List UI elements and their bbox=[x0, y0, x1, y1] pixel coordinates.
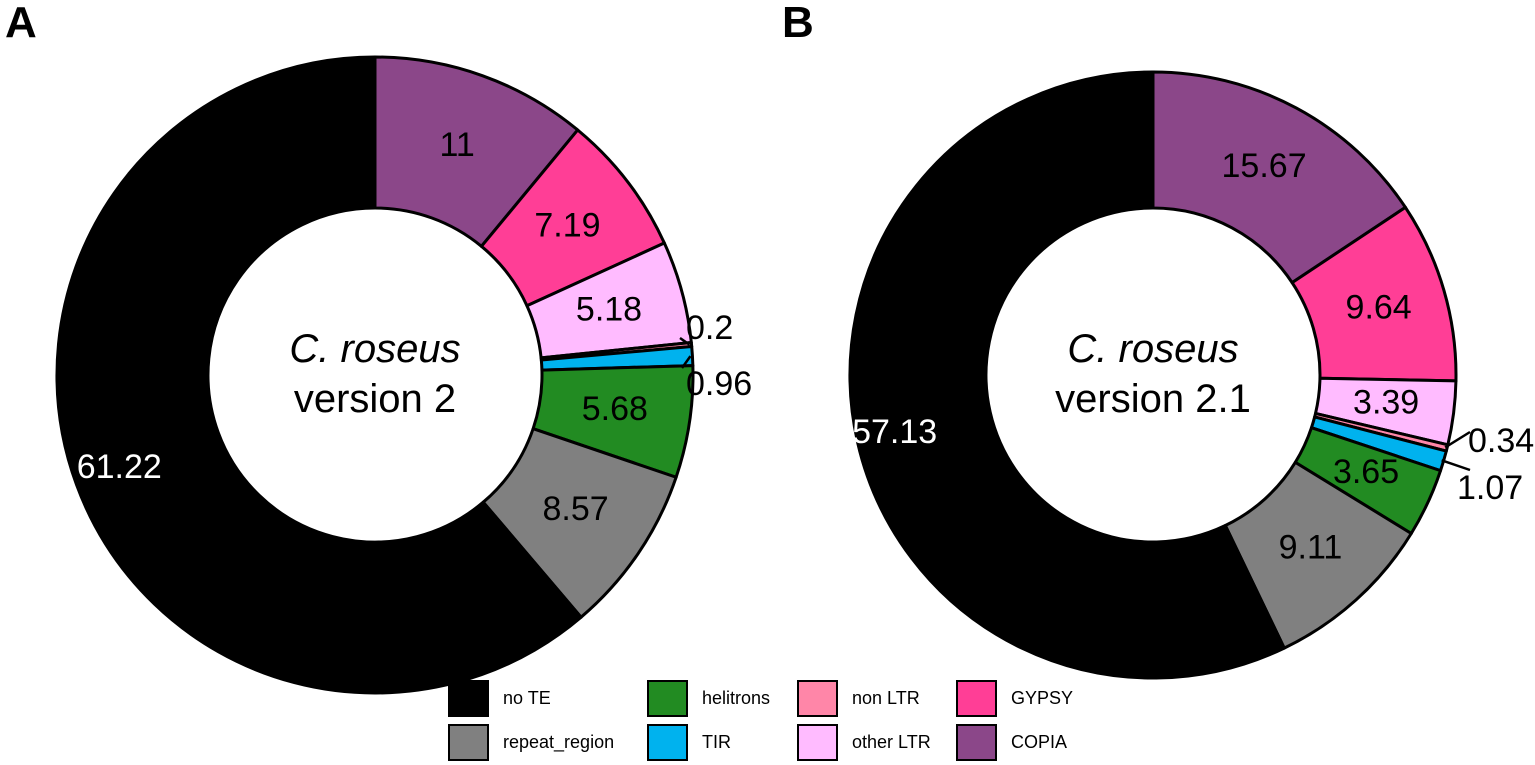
slice-label-tir: 0.96 bbox=[686, 365, 752, 403]
panel-letter-b: B bbox=[782, 0, 814, 47]
center-label-b-version: version 2.1 bbox=[1055, 377, 1251, 421]
legend-swatch-other-ltr bbox=[797, 724, 838, 761]
slice-label-other-ltr: 5.18 bbox=[576, 290, 642, 328]
slice-label-non-ltr: 0.2 bbox=[686, 309, 733, 347]
legend-label-tir: TIR bbox=[702, 732, 731, 752]
legend-label-helitrons: helitrons bbox=[702, 688, 770, 708]
slice-copia bbox=[1151, 70, 1407, 285]
slice-label-gypsy: 7.19 bbox=[534, 207, 600, 245]
panel-letter-a: A bbox=[5, 0, 37, 47]
legend-label-no-te: no TE bbox=[503, 688, 551, 708]
legend-swatch-helitrons bbox=[647, 680, 688, 717]
slice-label-helitrons: 3.65 bbox=[1333, 453, 1399, 491]
donut-b-labels: 15.67 9.64 3.39 0.34 1.07 3.65 9.11 57.13 bbox=[852, 147, 1534, 567]
leader-line-tir bbox=[1441, 459, 1471, 472]
legend-swatch-copia bbox=[956, 724, 997, 761]
legend-label-non-ltr: non LTR bbox=[852, 688, 920, 708]
slice-label-non-ltr: 0.34 bbox=[1468, 422, 1534, 460]
slice-no-te bbox=[848, 70, 1286, 680]
panel-b: B 15.67 9.64 3.39 0.34 1.07 3.65 9.11 57.13 C. … bbox=[782, 0, 1534, 680]
slice-label-helitrons: 5.68 bbox=[582, 390, 648, 428]
legend-label-copia: COPIA bbox=[1011, 732, 1067, 752]
legend-label-other-ltr: other LTR bbox=[852, 732, 931, 752]
slice-label-other-ltr: 3.39 bbox=[1353, 384, 1419, 422]
legend-label-gypsy: GYPSY bbox=[1011, 688, 1073, 708]
slice-label-repeat-region: 8.57 bbox=[543, 490, 609, 528]
leader-line-tir bbox=[680, 355, 692, 369]
slice-label-copia: 15.67 bbox=[1222, 147, 1307, 185]
legend: no TE repeat_region helitrons TIR non LTR oth… bbox=[448, 680, 1073, 761]
legend-swatch-tir bbox=[647, 724, 688, 761]
slice-label-gypsy: 9.64 bbox=[1346, 288, 1412, 326]
donut-b-slices bbox=[848, 70, 1458, 680]
slice-label-copia: 11 bbox=[439, 126, 474, 164]
slice-label-no-te: 61.22 bbox=[77, 448, 162, 486]
slice-label-repeat-region: 9.11 bbox=[1279, 528, 1343, 566]
center-label-b-species: C. roseus bbox=[1067, 327, 1238, 371]
panel-a: A 11 7.19 5.18 0.2 0.96 5.68 8.57 61.22 C. rose… bbox=[5, 0, 752, 695]
legend-swatch-gypsy bbox=[956, 680, 997, 717]
legend-swatch-non-ltr bbox=[797, 680, 838, 717]
donut-a-slices bbox=[55, 55, 695, 695]
legend-label-repeat-region: repeat_region bbox=[503, 732, 614, 753]
leader-line-non-ltr bbox=[679, 336, 691, 346]
center-label-a-species: C. roseus bbox=[289, 327, 460, 371]
legend-swatch-repeat-region bbox=[448, 724, 489, 761]
slice-label-tir: 1.07 bbox=[1457, 469, 1523, 507]
leader-line-non-ltr bbox=[1444, 430, 1471, 449]
donut-a-labels: 11 7.19 5.18 0.2 0.96 5.68 8.57 61.22 bbox=[77, 126, 752, 528]
legend-swatch-no-te bbox=[448, 680, 489, 717]
center-label-a-version: version 2 bbox=[294, 377, 456, 421]
slice-label-no-te: 57.13 bbox=[852, 413, 937, 451]
slice-no-te bbox=[55, 55, 583, 695]
